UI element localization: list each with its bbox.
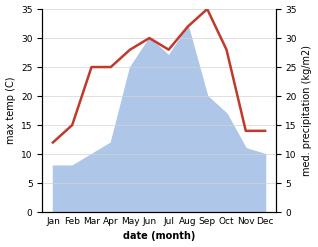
Y-axis label: max temp (C): max temp (C): [5, 77, 16, 144]
Y-axis label: med. precipitation (kg/m2): med. precipitation (kg/m2): [302, 45, 313, 176]
X-axis label: date (month): date (month): [123, 231, 195, 242]
